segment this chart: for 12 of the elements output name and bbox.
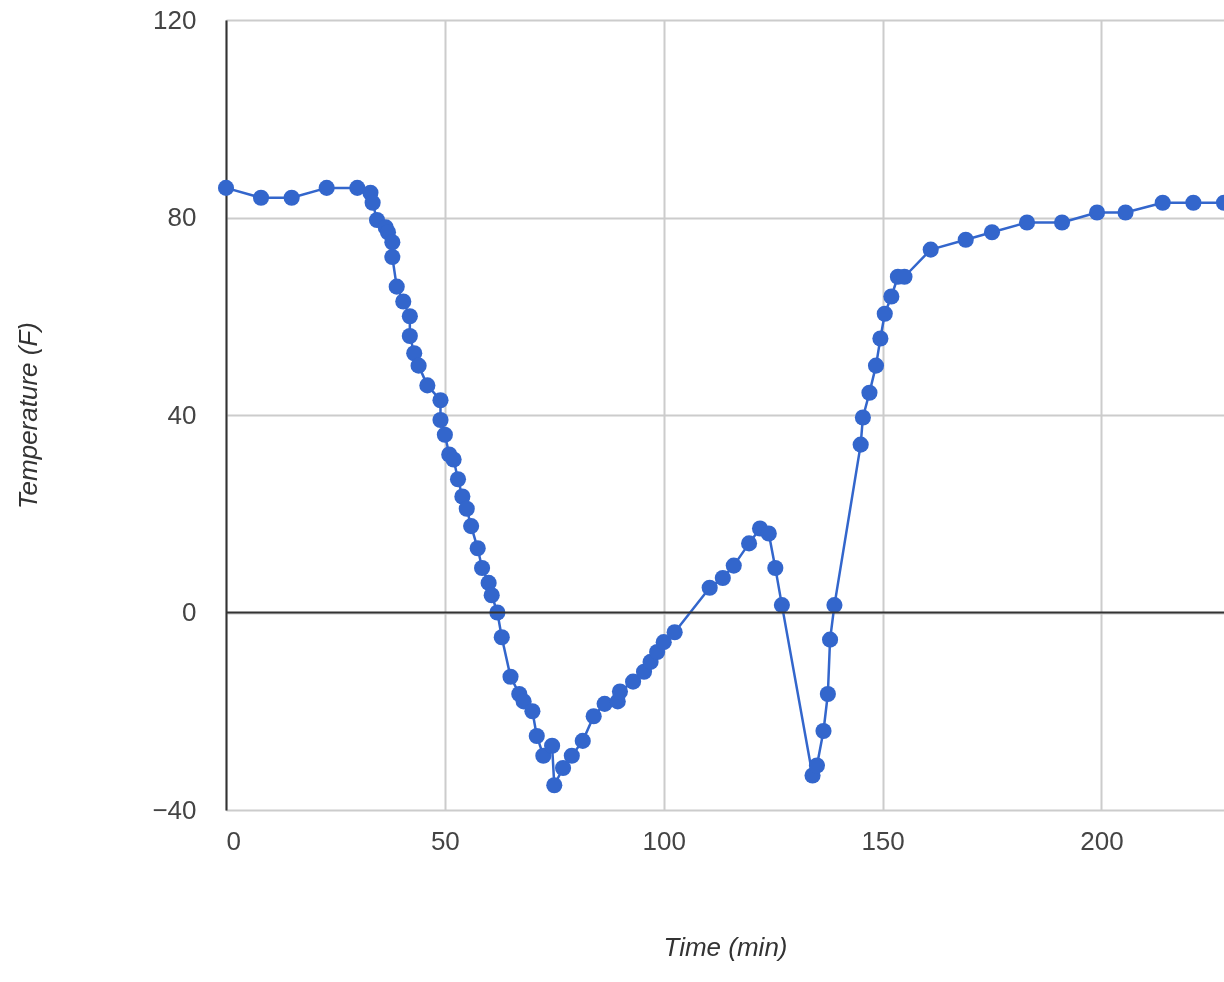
x-tick-label: 50 [430,825,460,856]
y-tick-label: 40 [167,399,197,430]
x-tick-label: 0 [226,825,241,856]
y-axis-title: Temperature (F) [13,322,44,509]
x-tick-label: 150 [861,825,905,856]
y-tick-label: −40 [152,794,197,825]
x-axis-title: Time (min) [663,931,788,962]
y-tick-label: 120 [153,4,197,35]
x-tick-label: 200 [1080,825,1124,856]
y-tick-label: 0 [182,597,197,627]
x-tick-label: 100 [642,825,686,856]
y-tick-label: 80 [167,202,197,232]
